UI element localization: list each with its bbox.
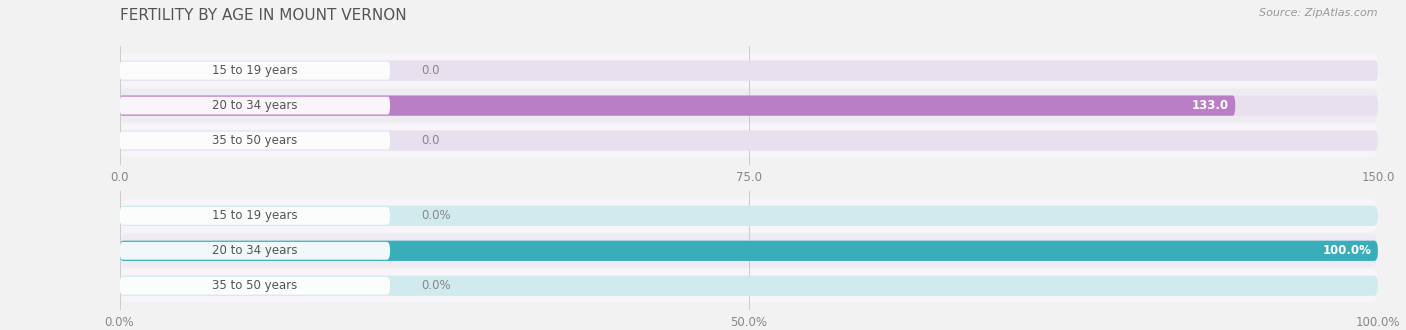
FancyBboxPatch shape	[120, 241, 1378, 261]
FancyBboxPatch shape	[120, 97, 389, 115]
Text: Source: ZipAtlas.com: Source: ZipAtlas.com	[1260, 8, 1378, 18]
Text: 100.0%: 100.0%	[1323, 244, 1372, 257]
FancyBboxPatch shape	[120, 277, 389, 295]
FancyBboxPatch shape	[120, 54, 1378, 87]
FancyBboxPatch shape	[120, 60, 1378, 81]
Text: FERTILITY BY AGE IN MOUNT VERNON: FERTILITY BY AGE IN MOUNT VERNON	[120, 8, 406, 23]
FancyBboxPatch shape	[120, 95, 1378, 116]
Text: 0.0%: 0.0%	[422, 279, 451, 292]
Text: 20 to 34 years: 20 to 34 years	[212, 244, 298, 257]
Text: 15 to 19 years: 15 to 19 years	[212, 209, 298, 222]
Text: 0.0: 0.0	[422, 134, 440, 147]
FancyBboxPatch shape	[120, 207, 389, 225]
FancyBboxPatch shape	[120, 95, 1236, 116]
Text: 0.0%: 0.0%	[422, 209, 451, 222]
FancyBboxPatch shape	[120, 276, 1378, 296]
FancyBboxPatch shape	[120, 241, 1378, 261]
Text: 133.0: 133.0	[1192, 99, 1229, 112]
FancyBboxPatch shape	[120, 269, 1378, 303]
Text: 0.0: 0.0	[422, 64, 440, 77]
Text: 35 to 50 years: 35 to 50 years	[212, 134, 298, 147]
FancyBboxPatch shape	[120, 206, 1378, 226]
FancyBboxPatch shape	[120, 89, 1378, 122]
FancyBboxPatch shape	[120, 132, 389, 149]
FancyBboxPatch shape	[120, 130, 1378, 151]
FancyBboxPatch shape	[120, 199, 1378, 233]
FancyBboxPatch shape	[120, 124, 1378, 157]
FancyBboxPatch shape	[120, 242, 389, 260]
FancyBboxPatch shape	[120, 62, 389, 80]
FancyBboxPatch shape	[120, 234, 1378, 268]
Text: 35 to 50 years: 35 to 50 years	[212, 279, 298, 292]
Text: 15 to 19 years: 15 to 19 years	[212, 64, 298, 77]
Text: 20 to 34 years: 20 to 34 years	[212, 99, 298, 112]
